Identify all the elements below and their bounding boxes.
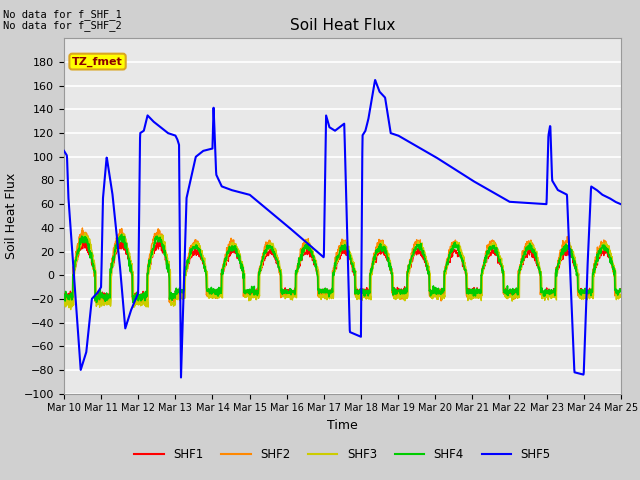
Legend: SHF1, SHF2, SHF3, SHF4, SHF5: SHF1, SHF2, SHF3, SHF4, SHF5: [129, 444, 556, 466]
Text: No data for f_SHF_1: No data for f_SHF_1: [3, 9, 122, 20]
Text: TZ_fmet: TZ_fmet: [72, 57, 123, 67]
Y-axis label: Soil Heat Flux: Soil Heat Flux: [5, 173, 19, 259]
X-axis label: Time: Time: [327, 419, 358, 432]
Text: No data for f_SHF_2: No data for f_SHF_2: [3, 20, 122, 31]
Title: Soil Heat Flux: Soil Heat Flux: [290, 18, 395, 33]
